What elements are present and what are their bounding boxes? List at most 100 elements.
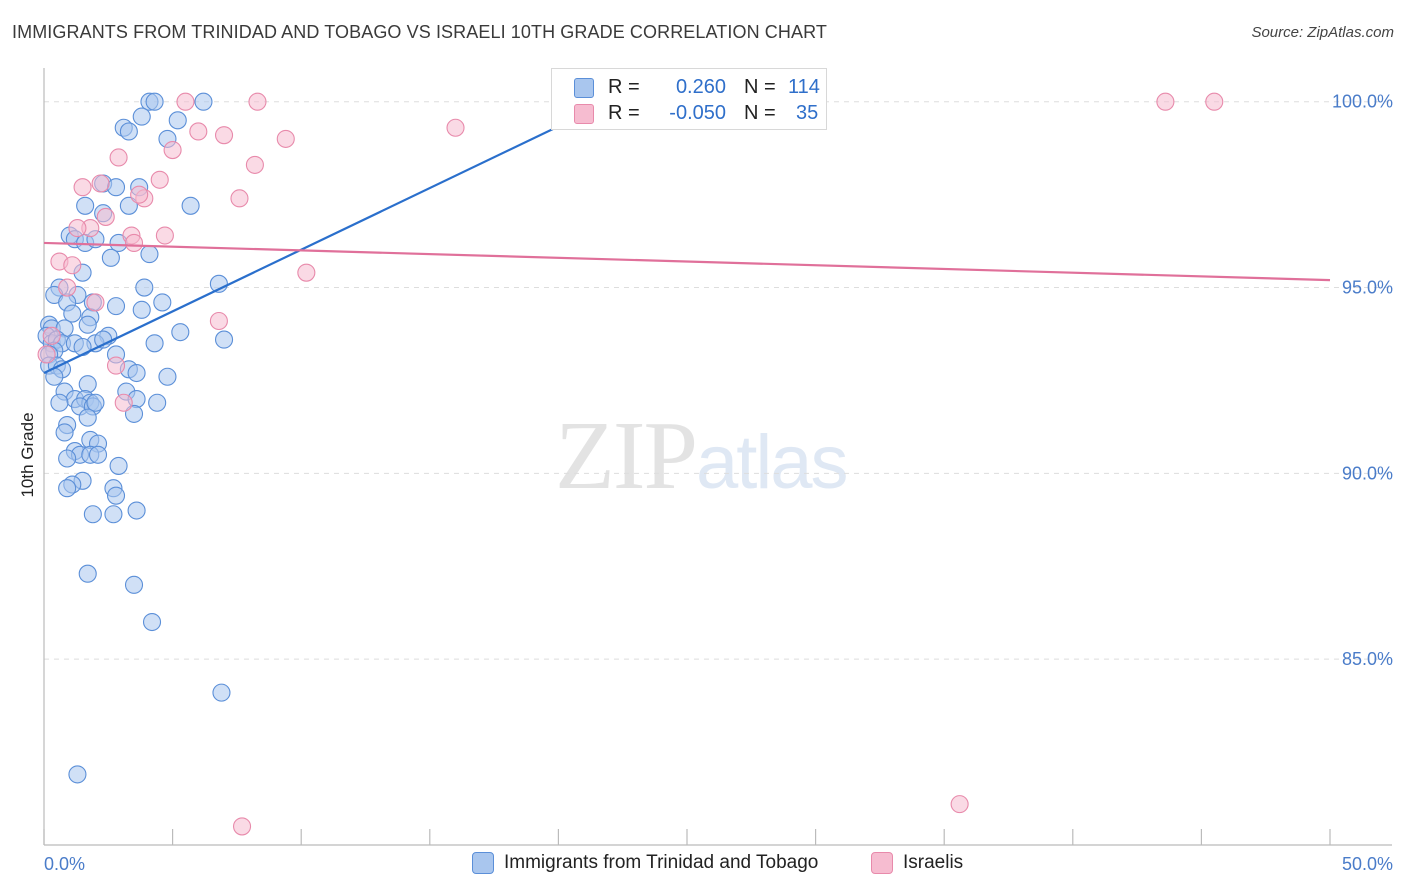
pink-data-point — [73, 178, 92, 197]
blue-data-point — [63, 304, 82, 323]
pink-data-point — [37, 345, 56, 364]
blue-data-point — [140, 245, 159, 264]
blue-data-point — [76, 196, 95, 215]
blue-data-point — [109, 456, 128, 475]
pink-data-point — [124, 233, 144, 253]
blue-data-point — [127, 363, 146, 383]
data-points — [37, 92, 1224, 836]
pink-data-point — [86, 293, 105, 312]
stats-row-series2: R = -0.050 N = 35 — [574, 102, 818, 125]
r-label: R = — [608, 102, 640, 124]
trend-lines — [43, 100, 1331, 375]
watermark-atlas: atlas — [696, 420, 849, 505]
r-label: R = — [608, 76, 640, 98]
blue-data-point — [148, 393, 167, 412]
blue-data-point — [127, 501, 146, 520]
watermark: ZIPatlas — [555, 398, 849, 512]
legend-item-series2[interactable]: Israelis — [871, 852, 963, 874]
pink-data-point — [150, 170, 169, 189]
n-label: N = — [744, 102, 776, 124]
blue-data-point — [119, 122, 138, 141]
pink-data-point — [209, 311, 228, 331]
blue-data-point — [145, 334, 164, 353]
n-value: 35 — [796, 102, 819, 124]
legend-swatch-pink — [871, 852, 893, 874]
blue-data-point — [78, 408, 97, 427]
blue-data-point — [145, 92, 164, 111]
blue-data-point — [171, 323, 190, 342]
y-tick-label: 85.0% — [1342, 649, 1393, 669]
blue-data-point — [124, 575, 144, 594]
pink-data-point — [163, 140, 182, 160]
correlation-stats-box: R = 0.260 N = 114 R = -0.050 N = 35 — [551, 68, 827, 130]
pink-data-point — [96, 207, 115, 226]
pink-data-point — [91, 174, 110, 193]
blue-data-point — [135, 278, 154, 297]
blue-data-point — [214, 330, 234, 349]
legend-label: Israelis — [903, 852, 964, 873]
pink-data-point — [248, 92, 267, 111]
pink-trend-line — [43, 241, 1331, 282]
n-label: N = — [744, 76, 776, 98]
blue-data-point — [132, 107, 151, 126]
blue-data-point — [142, 612, 162, 632]
r-value: 0.260 — [675, 76, 726, 98]
blue-data-point — [119, 196, 138, 215]
pink-data-point — [155, 226, 174, 245]
y-tick-label: 100.0% — [1332, 92, 1393, 112]
axes — [43, 68, 1392, 846]
blue-data-point — [124, 404, 144, 423]
blue-data-point — [73, 337, 92, 357]
blue-data-point — [194, 92, 213, 111]
blue-data-point — [106, 178, 126, 197]
pink-data-point — [214, 126, 234, 145]
pink-data-point — [230, 189, 249, 208]
stats-swatch-pink — [574, 103, 594, 124]
blue-data-point — [132, 300, 151, 319]
blue-data-point — [86, 393, 105, 412]
blue-data-point — [181, 196, 200, 215]
pink-data-point — [1205, 92, 1224, 111]
n-value: 114 — [788, 76, 820, 98]
pink-data-point — [68, 219, 87, 238]
pink-data-point — [63, 256, 82, 275]
blue-data-point — [55, 423, 74, 442]
pink-data-point — [232, 817, 252, 836]
legend-item-series1[interactable]: Immigrants from Trinidad and Tobago — [472, 852, 818, 874]
blue-data-point — [88, 445, 108, 464]
pink-data-point — [109, 148, 128, 167]
pink-data-point — [58, 278, 77, 297]
chart-title: IMMIGRANTS FROM TRINIDAD AND TOBAGO VS I… — [12, 22, 827, 42]
x-tick-label: 0.0% — [44, 854, 85, 874]
y-tick-label: 90.0% — [1342, 463, 1393, 483]
pink-data-point — [1156, 92, 1175, 111]
x-tick-label: 50.0% — [1342, 854, 1393, 874]
pink-data-point — [106, 356, 126, 375]
blue-data-point — [68, 765, 87, 784]
blue-data-point — [158, 367, 177, 386]
stats-row-series1: R = 0.260 N = 114 — [574, 76, 820, 99]
watermark-zip: ZIP — [555, 402, 698, 510]
blue-data-point — [83, 505, 102, 524]
pink-data-point — [950, 795, 969, 814]
pink-data-point — [245, 155, 264, 174]
y-tick-label: 95.0% — [1342, 278, 1393, 298]
gridlines — [44, 101, 1392, 660]
blue-data-point — [168, 111, 187, 130]
tick-labels: 85.0% 90.0% 95.0% 100.0% 0.0% 50.0% — [44, 92, 1393, 874]
pink-data-point — [176, 92, 195, 111]
r-value: -0.050 — [669, 102, 726, 124]
blue-data-point — [58, 479, 77, 498]
blue-data-point — [78, 375, 97, 394]
blue-data-point — [50, 393, 69, 412]
blue-data-point — [106, 486, 126, 505]
blue-data-point — [104, 505, 123, 524]
source-label: Source: ZipAtlas.com — [1251, 24, 1394, 41]
pink-data-point — [297, 263, 316, 282]
blue-data-point — [58, 449, 77, 468]
legend-label: Immigrants from Trinidad and Tobago — [504, 852, 819, 873]
blue-data-point — [78, 564, 97, 583]
legend-swatch-blue — [472, 852, 494, 874]
blue-trend-line — [43, 100, 611, 375]
